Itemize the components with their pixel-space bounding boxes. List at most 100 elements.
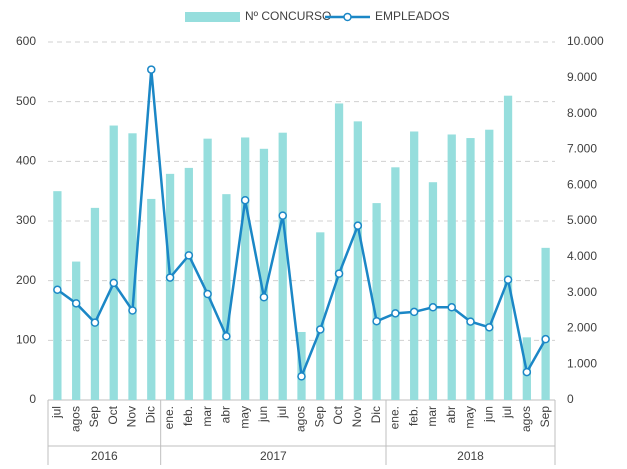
bar bbox=[410, 131, 419, 400]
y-tick-label: 100 bbox=[16, 333, 36, 347]
line-marker bbox=[428, 303, 438, 312]
line-marker bbox=[447, 303, 456, 312]
x-tick-label: feb. bbox=[406, 406, 420, 426]
line-marker bbox=[222, 332, 231, 341]
x-tick-label: jul bbox=[500, 406, 514, 419]
x-tick-label: Oct bbox=[106, 405, 120, 424]
y-tick-label: 500 bbox=[16, 94, 36, 108]
x-tick-label: feb. bbox=[181, 406, 195, 426]
line-marker bbox=[203, 289, 212, 299]
legend-swatch bbox=[185, 12, 240, 22]
bar bbox=[391, 167, 400, 400]
bar bbox=[259, 148, 269, 400]
x-tick-label: Nov bbox=[125, 406, 139, 427]
line-marker bbox=[184, 251, 194, 260]
line-marker bbox=[522, 367, 532, 377]
y2-tick-label: 6.000 bbox=[567, 177, 597, 191]
bar bbox=[334, 103, 344, 400]
line-marker bbox=[259, 293, 269, 302]
line-marker bbox=[353, 221, 363, 230]
y-tick-label: 600 bbox=[16, 34, 36, 48]
x-tick-label: jun bbox=[256, 406, 270, 423]
bar bbox=[222, 194, 231, 400]
y-tick-label: 400 bbox=[16, 154, 36, 168]
bar bbox=[184, 167, 193, 400]
line-marker bbox=[128, 306, 137, 315]
line-marker bbox=[90, 318, 100, 327]
line-marker bbox=[297, 372, 306, 381]
line-marker bbox=[53, 285, 62, 294]
x-tick-label: Sep bbox=[87, 406, 101, 428]
line-marker bbox=[409, 307, 419, 317]
line-marker bbox=[334, 269, 344, 278]
legend-label: Nº CONCURSO bbox=[245, 9, 331, 23]
y-tick-label: 0 bbox=[29, 392, 36, 406]
x-tick-label: may bbox=[237, 406, 251, 429]
y-tick-label: 200 bbox=[16, 273, 36, 287]
x-tick-label: ene. bbox=[388, 406, 402, 429]
group-label: 2018 bbox=[457, 449, 484, 463]
bar bbox=[447, 134, 456, 400]
bar bbox=[203, 138, 212, 400]
bar bbox=[109, 125, 118, 401]
y2-tick-label: 4.000 bbox=[567, 249, 597, 263]
bar bbox=[428, 182, 438, 400]
legend-marker bbox=[343, 12, 352, 22]
bar bbox=[241, 137, 250, 400]
y2-tick-label: 2.000 bbox=[567, 321, 597, 335]
bar bbox=[541, 247, 550, 400]
y2-tick-label: 7.000 bbox=[567, 142, 597, 156]
y2-tick-label: 1.000 bbox=[567, 356, 597, 370]
line-marker bbox=[71, 299, 81, 308]
group-label: 2016 bbox=[91, 449, 118, 463]
line-marker bbox=[278, 211, 287, 220]
line-marker bbox=[147, 65, 156, 74]
bar bbox=[53, 191, 62, 400]
line-marker bbox=[485, 323, 494, 332]
line-marker bbox=[466, 317, 475, 326]
x-tick-label: mar bbox=[425, 406, 439, 427]
x-tick-label: Oct bbox=[331, 405, 345, 424]
x-tick-label: Dic bbox=[143, 406, 157, 423]
x-tick-label: agos bbox=[519, 406, 533, 432]
line-marker bbox=[165, 273, 175, 282]
x-tick-label: jul bbox=[275, 406, 289, 419]
y2-tick-label: 8.000 bbox=[567, 106, 597, 120]
y-tick-label: 300 bbox=[16, 213, 36, 227]
line-marker bbox=[109, 278, 118, 288]
line-marker bbox=[240, 195, 250, 205]
legend-label: EMPLEADOS bbox=[375, 9, 450, 23]
group-label: 2017 bbox=[260, 449, 287, 463]
bar bbox=[128, 133, 137, 401]
x-tick-label: jul bbox=[50, 406, 64, 419]
bar bbox=[72, 261, 81, 400]
x-tick-label: mar bbox=[200, 406, 214, 427]
x-tick-label: Sep bbox=[538, 406, 552, 428]
y2-tick-label: 10.000 bbox=[567, 34, 604, 48]
bar bbox=[372, 203, 381, 400]
line-marker bbox=[503, 275, 513, 284]
bar bbox=[316, 232, 325, 400]
y2-tick-label: 0 bbox=[567, 392, 574, 406]
bar bbox=[466, 138, 475, 400]
bar bbox=[485, 129, 494, 400]
x-tick-label: agos bbox=[294, 406, 308, 432]
bar bbox=[503, 95, 513, 400]
line-marker bbox=[316, 325, 325, 334]
x-tick-label: Nov bbox=[350, 406, 364, 427]
y2-tick-label: 5.000 bbox=[567, 213, 597, 227]
bar bbox=[90, 207, 100, 400]
x-tick-label: Dic bbox=[369, 406, 383, 423]
x-tick-label: Sep bbox=[312, 406, 326, 428]
x-tick-label: abr bbox=[444, 406, 458, 423]
x-tick-label: ene. bbox=[162, 406, 176, 429]
y2-tick-label: 3.000 bbox=[567, 285, 597, 299]
x-tick-label: abr bbox=[219, 406, 233, 423]
line-marker bbox=[541, 334, 550, 344]
x-tick-label: jun bbox=[481, 406, 495, 423]
bar bbox=[353, 121, 362, 401]
bar bbox=[278, 132, 287, 400]
line-marker bbox=[391, 309, 400, 318]
y2-tick-label: 9.000 bbox=[567, 70, 597, 84]
